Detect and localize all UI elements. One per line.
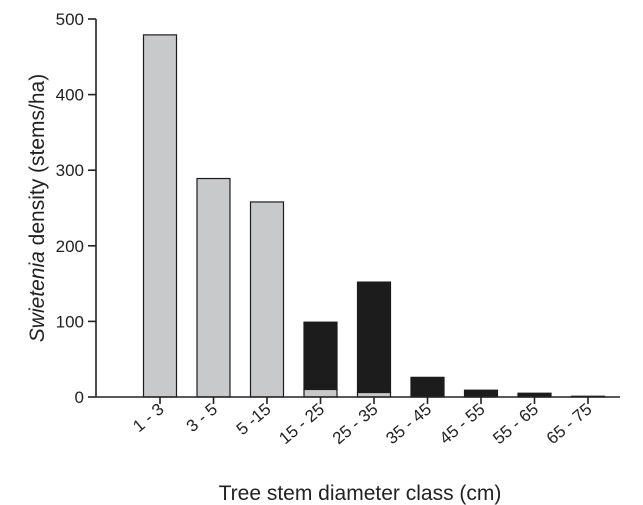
y-tick-label: 300 [56, 161, 84, 180]
x-axis-title: Tree stem diameter class (cm) [219, 482, 502, 505]
bar-segment-series-2 [410, 376, 445, 398]
bar-segment-series-2 [463, 389, 499, 398]
bar-segment-series-1 [249, 201, 285, 398]
x-ticks-group: 1 - 3 3 - 5 5 -15 15 - 25 25 - 35 35 - 45 45 -… [129, 397, 596, 449]
y-tick-label: 500 [56, 10, 84, 29]
y-axis-title-rest: density (stems/ha) [26, 74, 49, 251]
x-tick-label: 55 - 65 [489, 400, 542, 449]
x-tick-label: 1 - 3 [129, 400, 167, 436]
x-tick-label: 5 -15 [233, 400, 275, 439]
bar-segment-series-1 [142, 34, 178, 398]
y-axis-title-italic: Swietenia [26, 251, 49, 342]
x-tick-label: 45 - 55 [436, 400, 489, 449]
x-tick-label: 25 - 35 [329, 400, 382, 449]
bar-segment-series-1 [196, 177, 231, 398]
bar-segment-series-2 [303, 321, 338, 391]
y-tick-label: 200 [56, 237, 84, 256]
y-tick-label: 0 [75, 388, 84, 407]
y-ticks-group: 0 100 200 300 400 500 [56, 10, 96, 407]
y-tick-label: 100 [56, 312, 84, 331]
x-tick-label: 65 - 75 [543, 400, 596, 449]
x-tick-label: 3 - 5 [183, 400, 221, 436]
y-tick-label: 400 [56, 86, 84, 105]
bar-segment-series-2 [356, 281, 392, 394]
y-axis-title: Swietenia density (stems/ha) [26, 74, 49, 342]
x-tick-label: 15 - 25 [275, 400, 328, 449]
bars-group [142, 34, 606, 398]
x-tick-label: 35 - 45 [382, 400, 435, 449]
bar-segment-series-1 [303, 388, 338, 398]
